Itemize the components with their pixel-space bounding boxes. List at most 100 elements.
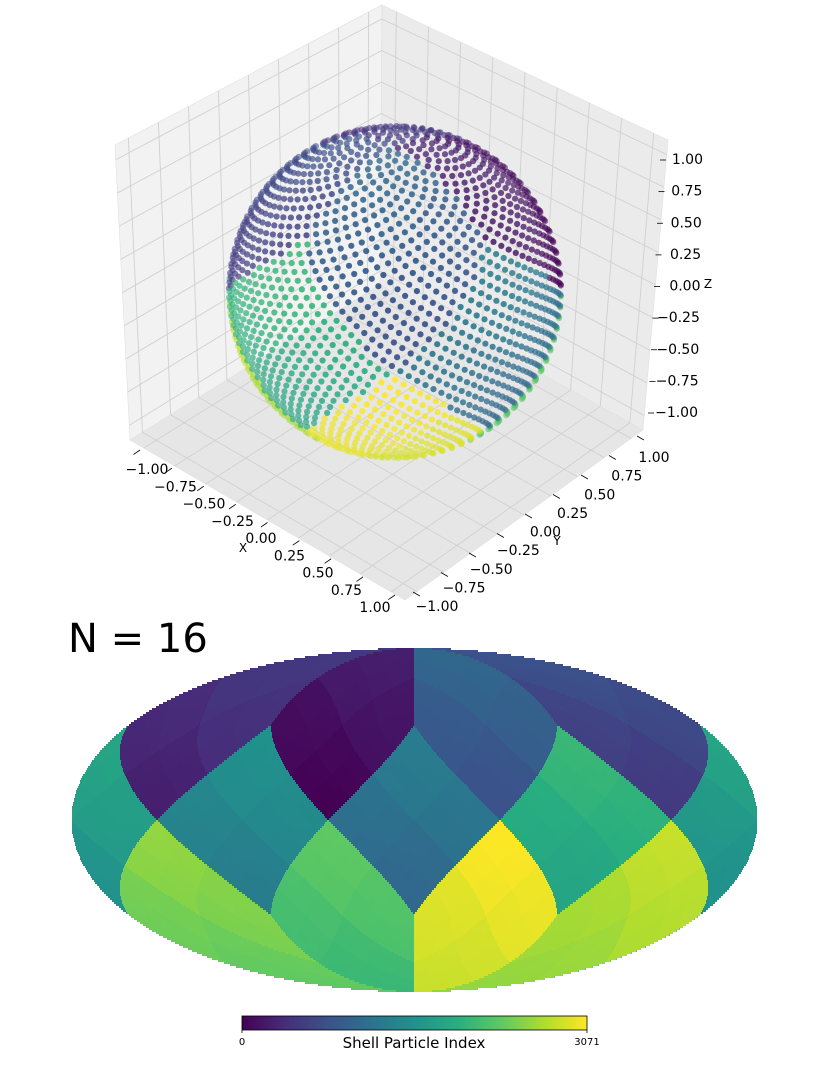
particle <box>531 257 538 265</box>
particle <box>291 311 298 318</box>
map-cell <box>246 676 270 678</box>
map-cell <box>366 654 379 656</box>
map-cell <box>183 720 188 722</box>
particle <box>488 319 496 326</box>
map-cell <box>518 736 535 738</box>
map-cell <box>394 774 413 776</box>
map-cell <box>545 714 550 716</box>
map-cell <box>245 678 253 680</box>
map-cell <box>198 750 208 752</box>
map-cell <box>473 712 490 714</box>
map-cell <box>373 666 390 668</box>
map-cell <box>500 670 508 672</box>
map-cell <box>436 686 445 688</box>
map-cell <box>243 680 247 682</box>
map-cell <box>624 766 632 768</box>
map-cell <box>326 672 364 674</box>
map-cell <box>146 758 160 760</box>
map-cell <box>318 748 325 750</box>
map-cell <box>535 708 545 710</box>
particle <box>387 323 394 331</box>
tick-mark <box>292 540 300 546</box>
map-cell <box>615 716 625 718</box>
map-cell <box>287 706 297 708</box>
map-cell <box>260 732 272 734</box>
map-cell <box>332 774 352 776</box>
map-cell <box>365 690 371 692</box>
map-cell <box>532 676 533 678</box>
map-cell <box>698 754 705 756</box>
particle <box>538 293 545 300</box>
map-cell <box>357 682 368 684</box>
map-cell <box>252 738 254 740</box>
map-cell <box>707 742 721 744</box>
map-cell <box>472 662 484 664</box>
particle <box>495 182 502 189</box>
map-cell <box>256 692 268 694</box>
map-cell <box>150 770 164 772</box>
map-cell <box>638 730 648 732</box>
map-cell <box>356 662 385 664</box>
map-cell <box>278 766 285 768</box>
map-cell <box>316 706 324 708</box>
map-cell <box>289 728 302 730</box>
particle <box>468 237 476 244</box>
particle <box>368 275 375 282</box>
map-cell <box>193 734 198 736</box>
map-cell <box>199 694 202 696</box>
particle <box>430 218 437 225</box>
map-cell <box>709 744 717 746</box>
map-cell <box>322 718 341 720</box>
particle <box>250 272 257 279</box>
map-cell <box>312 760 315 762</box>
map-cell <box>159 746 164 748</box>
map-cell <box>650 780 659 782</box>
tick-label: 1.00 <box>359 600 390 616</box>
map-cell <box>434 718 443 720</box>
particle <box>336 160 343 167</box>
map-cell <box>635 690 641 692</box>
map-cell <box>299 694 309 696</box>
map-cell <box>179 752 195 754</box>
map-cell <box>165 716 175 718</box>
map-cell <box>316 750 336 752</box>
map-cell <box>363 678 367 680</box>
particle <box>479 278 486 285</box>
map-cell <box>329 776 333 778</box>
map-cell <box>161 714 166 716</box>
map-cell <box>288 740 292 742</box>
particle <box>255 336 262 343</box>
particle <box>323 169 330 176</box>
particle <box>298 286 305 293</box>
map-cell <box>313 752 317 754</box>
map-cell <box>311 738 328 740</box>
map-cell <box>515 698 516 700</box>
map-cell <box>718 754 725 756</box>
map-cell <box>554 720 585 722</box>
map-cell <box>158 778 160 780</box>
map-cell <box>414 704 423 706</box>
map-cell <box>221 716 240 718</box>
map-cell <box>558 700 561 702</box>
map-cell <box>376 652 414 654</box>
map-cell <box>511 752 515 754</box>
map-cell <box>197 740 212 742</box>
map-cell <box>178 750 179 752</box>
map-cell <box>534 744 535 746</box>
particle <box>357 259 364 266</box>
map-cell <box>496 662 513 664</box>
map-cell <box>488 726 497 728</box>
particle <box>355 396 362 403</box>
particle <box>446 335 453 342</box>
map-cell <box>708 750 709 752</box>
map-cell <box>483 730 492 732</box>
map-cell <box>554 752 560 754</box>
map-cell <box>322 708 327 710</box>
particle <box>525 235 532 242</box>
map-cell <box>437 754 470 756</box>
map-cell <box>121 740 136 742</box>
map-cell <box>560 692 571 694</box>
map-cell <box>482 720 487 722</box>
particle <box>403 132 410 139</box>
map-cell <box>460 664 470 666</box>
